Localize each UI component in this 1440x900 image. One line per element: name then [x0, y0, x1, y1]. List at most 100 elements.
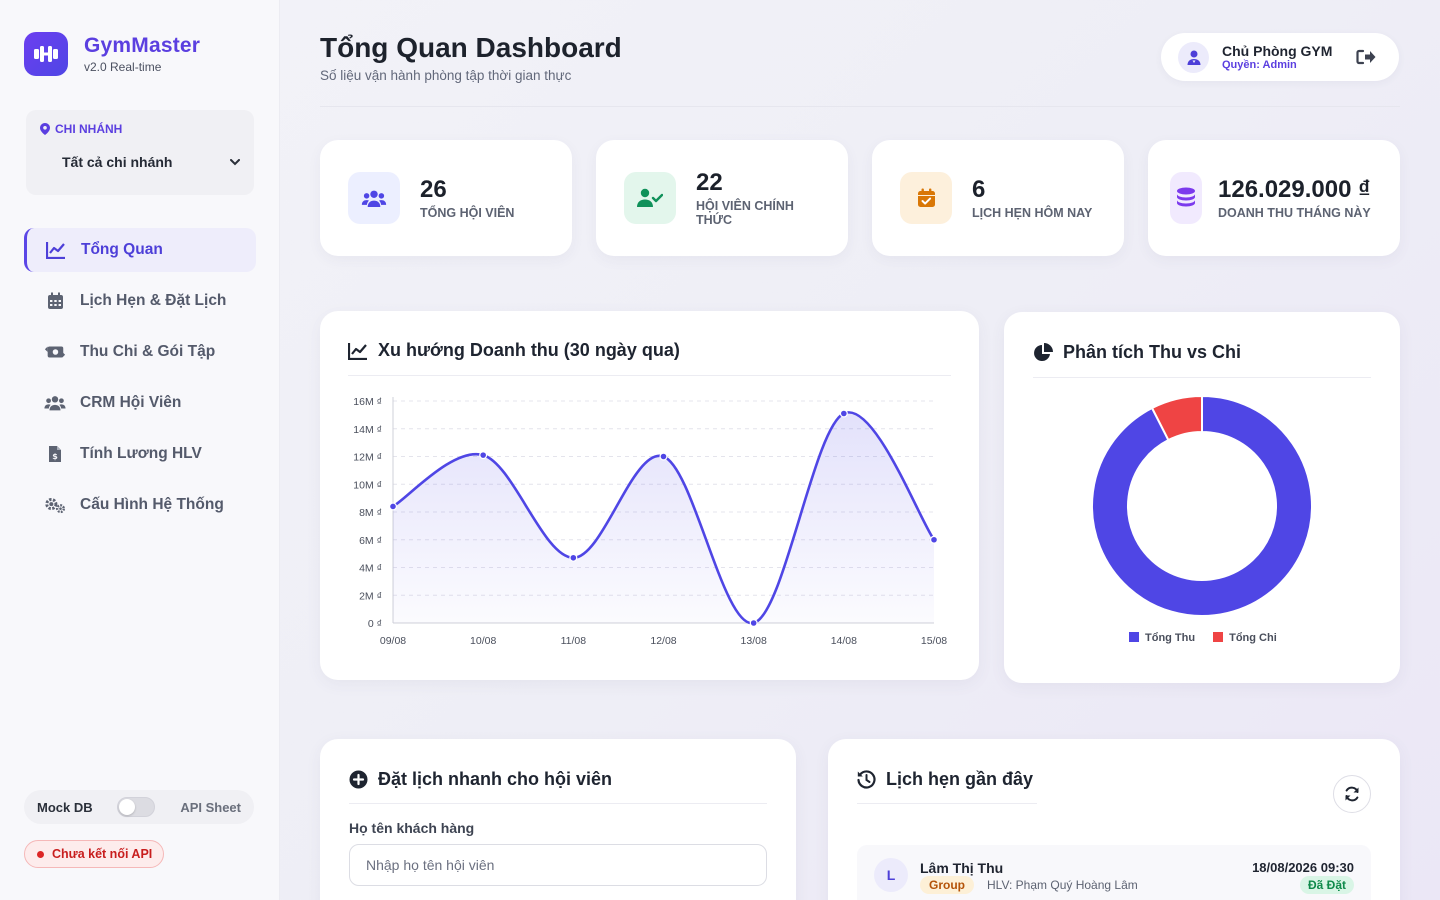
- svg-text:$: $: [52, 452, 58, 461]
- y-tick-label: 6M ₫: [359, 535, 382, 547]
- users-icon: [44, 392, 66, 414]
- stat-card-revenue-month: 126.029.000 ₫ DOANH THU THÁNG NÀY: [1148, 140, 1400, 256]
- legend-label: Tổng Chi: [1229, 632, 1277, 644]
- money-exchange-icon: [44, 341, 66, 363]
- data-point: [839, 409, 848, 418]
- chevron-down-icon: [230, 158, 240, 165]
- sidebar-item-label: Cấu Hình Hệ Thống: [80, 496, 224, 513]
- recent-appointments-card: Lịch hẹn gần đây L Lâm Thị Thu Group HLV…: [828, 739, 1400, 900]
- sidebar-item-crm[interactable]: CRM Hội Viên: [24, 381, 256, 425]
- card-title-text: Đặt lịch nhanh cho hội viên: [378, 769, 613, 789]
- datasource-switch[interactable]: [117, 797, 156, 817]
- income-expense-donut-chart: [1091, 394, 1313, 617]
- card-divider: [349, 803, 767, 804]
- stat-value: 6: [972, 176, 986, 203]
- y-tick-label: 14M ₫: [353, 424, 382, 436]
- series-area: [393, 412, 934, 624]
- card-divider: [857, 803, 1037, 804]
- sidebar-item-tinh-luong[interactable]: $ Tính Lương HLV: [24, 432, 256, 476]
- appointment-coach: HLV: Phạm Quý Hoàng Lâm: [987, 878, 1138, 892]
- stat-value: 26: [420, 176, 447, 203]
- x-tick-label: 11/08: [561, 635, 587, 647]
- revenue-line-chart: 0 ₫ 2M ₫ 4M ₫ 6M ₫ 8M ₫ 10M ₫ 12M ₫ 14M ₫ 16M ₫ 0…: [353, 396, 947, 647]
- stat-value: 22: [696, 169, 723, 196]
- data-point: [569, 553, 578, 562]
- map-pin-icon: [40, 123, 50, 135]
- sidebar-item-label: CRM Hội Viên: [80, 394, 182, 411]
- customer-name-input[interactable]: [349, 844, 767, 886]
- invoice-icon: $: [44, 443, 66, 465]
- appointment-item[interactable]: L Lâm Thị Thu Group HLV: Phạm Quý Hoàng …: [857, 845, 1371, 900]
- user-role: Quyền: Admin: [1222, 59, 1297, 71]
- sidebar-item-label: Tổng Quan: [81, 241, 163, 258]
- sidebar-item-label: Lịch Hẹn & Đặt Lịch: [80, 292, 227, 309]
- y-tick-label: 4M ₫: [359, 563, 382, 575]
- card-title-text: Xu hướng Doanh thu (30 ngày qua): [378, 340, 680, 360]
- stat-card-appointments-today: 6 LỊCH HẸN HÔM NAY: [872, 140, 1124, 256]
- calendar-icon: [44, 290, 66, 312]
- user-name: Chủ Phòng GYM: [1222, 43, 1333, 59]
- user-avatar-icon: [1178, 42, 1209, 73]
- switch-knob: [119, 799, 136, 815]
- x-tick-label: 13/08: [741, 635, 767, 647]
- refresh-icon: [1345, 786, 1359, 802]
- brand-version: v2.0 Real-time: [84, 60, 162, 74]
- legend-label: Tổng Thu: [1145, 632, 1196, 644]
- y-tick-label: 0 ₫: [368, 618, 382, 630]
- sidebar-nav: Tổng Quan Lịch Hẹn & Đặt Lịch Thu Chi & …: [24, 228, 256, 534]
- page-subtitle: Số liệu vận hành phòng tập thời gian thự…: [320, 68, 572, 83]
- revenue-trend-card: Xu hướng Doanh thu (30 ngày qua) 0 ₫ 2M ₫…: [320, 311, 979, 680]
- y-tick-label: 16M ₫: [353, 396, 382, 408]
- sidebar-item-lich-hen[interactable]: Lịch Hẹn & Đặt Lịch: [24, 279, 256, 323]
- mock-db-label: Mock DB: [37, 799, 93, 815]
- sidebar-item-label: Thu Chi & Gói Tập: [80, 343, 216, 360]
- stat-label: TỔNG HỘI VIÊN: [420, 206, 515, 220]
- pie-slice: [1150, 394, 1203, 442]
- stat-card-official-members: 22 HỘI VIÊN CHÍNH THỨC: [596, 140, 848, 256]
- brand[interactable]: GymMaster v2.0 Real-time: [24, 32, 200, 76]
- legend-item-income[interactable]: Tổng Thu: [1129, 632, 1195, 644]
- page-title: Tổng Quan Dashboard: [320, 32, 622, 63]
- x-tick-label: 12/08: [650, 635, 676, 647]
- y-tick-label: 8M ₫: [359, 507, 382, 519]
- history-icon: [857, 770, 876, 789]
- dumbbell-icon: [24, 32, 68, 76]
- x-tick-label: 15/08: [921, 635, 947, 647]
- refresh-button[interactable]: [1333, 775, 1371, 813]
- income-expense-card: Phân tích Thu vs Chi Tổng Thu Tổng Chi: [1004, 312, 1400, 683]
- data-point: [659, 452, 668, 461]
- card-title-text: Phân tích Thu vs Chi: [1063, 342, 1242, 362]
- logout-icon[interactable]: [1355, 47, 1377, 67]
- y-tick-label: 10M ₫: [353, 479, 382, 491]
- api-status-badge: Chưa kết nối API: [24, 840, 165, 868]
- status-badge: Đã Đặt: [1299, 876, 1354, 894]
- data-point: [929, 535, 938, 544]
- branch-label: CHI NHÁNH: [40, 122, 122, 136]
- quick-booking-card: Đặt lịch nhanh cho hội viên Họ tên khách…: [320, 739, 796, 900]
- card-title: Xu hướng Doanh thu (30 ngày qua): [348, 340, 680, 361]
- data-point: [749, 619, 758, 628]
- legend-item-expense[interactable]: Tổng Chi: [1213, 632, 1277, 644]
- gears-icon: [44, 494, 66, 516]
- header-divider: [320, 106, 1400, 107]
- stat-value: 126.029.000 ₫: [1218, 176, 1371, 203]
- card-divider: [348, 375, 951, 376]
- branch-select[interactable]: Tất cả chi nhánh: [62, 154, 240, 170]
- sidebar-item-tong-quan[interactable]: Tổng Quan: [24, 228, 256, 272]
- data-point: [479, 451, 488, 460]
- chart-line-icon: [348, 342, 367, 360]
- stat-label: LỊCH HẸN HÔM NAY: [972, 206, 1093, 220]
- sidebar-item-cau-hinh[interactable]: Cấu Hình Hệ Thống: [24, 483, 256, 527]
- status-dot-icon: [37, 850, 44, 858]
- sidebar-item-thu-chi[interactable]: Thu Chi & Gói Tập: [24, 330, 256, 374]
- stat-card-members: 26 TỔNG HỘI VIÊN: [320, 140, 572, 256]
- user-check-icon: [624, 172, 676, 224]
- y-tick-label: 12M ₫: [353, 452, 382, 464]
- chart-line-icon: [45, 239, 67, 261]
- card-title-text: Lịch hẹn gần đây: [886, 769, 1034, 789]
- branch-select-value: Tất cả chi nhánh: [62, 154, 173, 170]
- sidebar-item-label: Tính Lương HLV: [80, 445, 202, 462]
- pie-chart-icon: [1034, 342, 1053, 361]
- api-status-text: Chưa kết nối API: [52, 847, 153, 861]
- avatar: L: [874, 858, 908, 892]
